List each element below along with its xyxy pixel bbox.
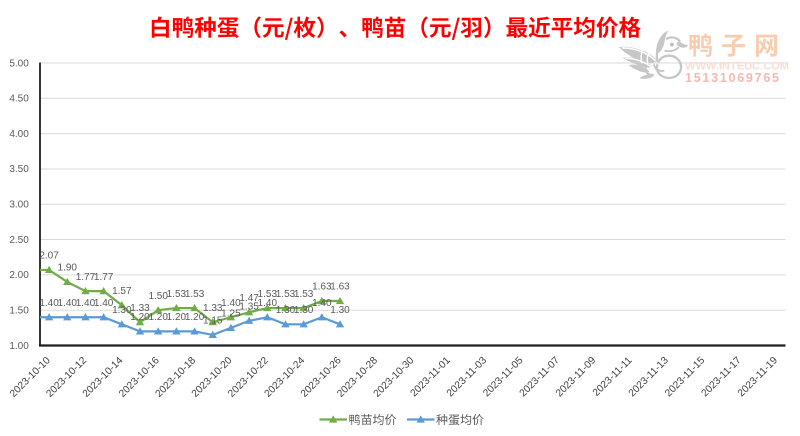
svg-text:2.07: 2.07 [39,251,59,262]
svg-text:2.00: 2.00 [9,270,29,281]
svg-text:1.53: 1.53 [276,289,296,300]
svg-text:1.53: 1.53 [185,289,205,300]
svg-text:1.20: 1.20 [167,312,187,323]
svg-text:5.00: 5.00 [9,58,29,69]
svg-text:1.40: 1.40 [258,298,278,309]
svg-text:2.50: 2.50 [9,235,29,246]
svg-text:1.25: 1.25 [221,309,241,320]
svg-text:1.53: 1.53 [294,289,314,300]
svg-text:1.00: 1.00 [9,341,29,352]
svg-text:1.40: 1.40 [94,298,114,309]
svg-text:3.00: 3.00 [9,200,29,211]
svg-text:WWW.INTEDC.COM: WWW.INTEDC.COM [685,61,789,73]
svg-text:1.40: 1.40 [76,298,96,309]
svg-text:1.57: 1.57 [112,286,132,297]
svg-text:1.53: 1.53 [167,289,187,300]
svg-text:15131069765: 15131069765 [685,71,779,85]
svg-text:1.40: 1.40 [312,298,332,309]
svg-text:4.50: 4.50 [9,94,29,105]
svg-text:1.30: 1.30 [294,305,314,316]
svg-text:1.20: 1.20 [185,312,205,323]
svg-text:1.30: 1.30 [330,305,350,316]
svg-text:1.53: 1.53 [258,289,278,300]
svg-text:1.40: 1.40 [221,298,241,309]
svg-text:1.20: 1.20 [148,312,168,323]
svg-text:1.77: 1.77 [94,272,114,283]
svg-text:1.15: 1.15 [203,316,223,327]
svg-text:1.47: 1.47 [239,293,259,304]
svg-text:3.50: 3.50 [9,164,29,175]
svg-text:1.40: 1.40 [39,298,59,309]
svg-text:1.30: 1.30 [112,305,132,316]
svg-text:1.40: 1.40 [58,298,78,309]
svg-text:1.50: 1.50 [148,291,168,302]
svg-text:4.00: 4.00 [9,129,29,140]
svg-text:1.63: 1.63 [312,282,332,293]
svg-text:1.50: 1.50 [9,305,29,316]
svg-text:1.33: 1.33 [130,303,150,314]
svg-text:1.90: 1.90 [58,263,78,274]
svg-text:1.77: 1.77 [76,272,96,283]
svg-text:1.20: 1.20 [130,312,150,323]
svg-text:1.30: 1.30 [276,305,296,316]
svg-text:1.35: 1.35 [239,301,259,312]
svg-text:1.33: 1.33 [203,303,223,314]
svg-text:1.63: 1.63 [330,282,350,293]
